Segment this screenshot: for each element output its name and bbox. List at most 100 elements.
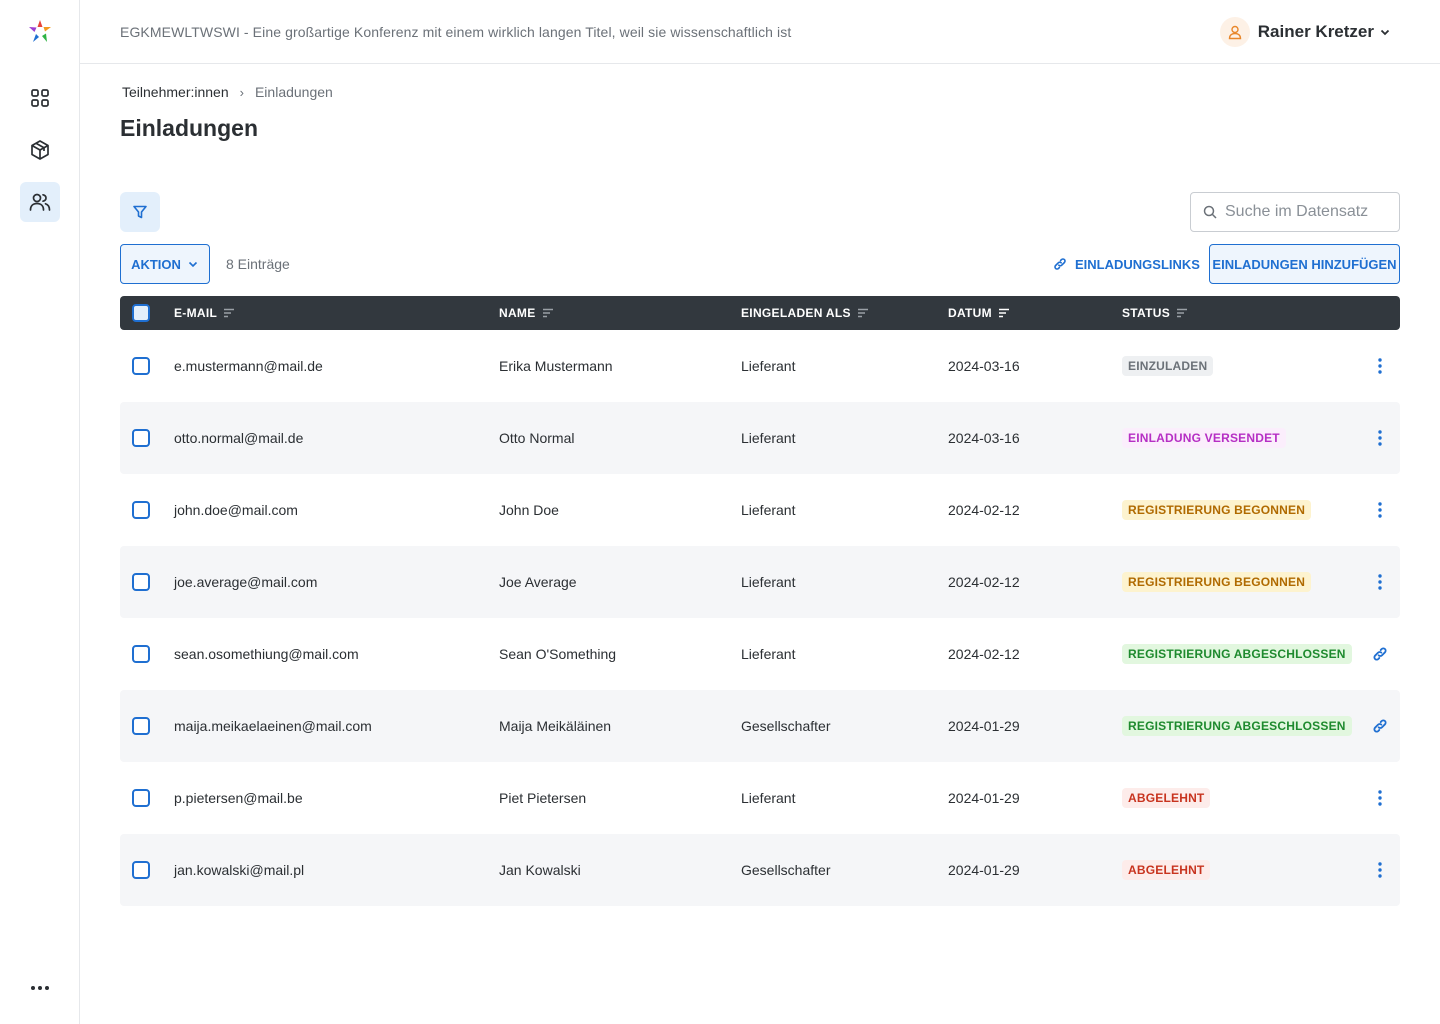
row-more-button[interactable] xyxy=(1368,426,1392,450)
select-all-checkbox[interactable] xyxy=(132,304,150,322)
cell-email: maija.meikaelaeinen@mail.com xyxy=(174,718,372,734)
avatar xyxy=(1219,17,1250,47)
cell-date: 2024-03-16 xyxy=(948,430,1020,446)
table-row[interactable]: sean.osomethiung@mail.com Sean O'Somethi… xyxy=(120,618,1400,690)
more-horizontal-icon xyxy=(31,986,49,990)
row-link-button[interactable] xyxy=(1368,714,1392,738)
cell-role: Gesellschafter xyxy=(741,862,831,878)
row-more-button[interactable] xyxy=(1368,498,1392,522)
row-checkbox[interactable] xyxy=(132,789,150,807)
status-badge: ABGELEHNT xyxy=(1122,860,1211,880)
package-icon xyxy=(31,140,49,160)
table-header: E-MAIL NAME EINGELADEN ALS DATUM STATUS xyxy=(120,296,1400,330)
cell-name: Otto Normal xyxy=(499,430,575,446)
table-row[interactable]: joe.average@mail.com Joe Average Liefera… xyxy=(120,546,1400,618)
more-vertical-icon xyxy=(1378,502,1382,518)
column-label: EINGELADEN ALS xyxy=(741,306,851,320)
row-checkbox[interactable] xyxy=(132,645,150,663)
cell-status: EINZULADEN xyxy=(1122,330,1214,402)
row-link-button[interactable] xyxy=(1368,642,1392,666)
nav-packages[interactable] xyxy=(20,130,60,170)
column-label: NAME xyxy=(499,306,536,320)
table-row[interactable]: maija.meikaelaeinen@mail.com Maija Meikä… xyxy=(120,690,1400,762)
chevron-down-icon xyxy=(188,261,197,268)
cell-name: Jan Kowalski xyxy=(499,862,581,878)
cell-email: p.pietersen@mail.be xyxy=(174,790,303,806)
table-row[interactable]: otto.normal@mail.de Otto Normal Lieferan… xyxy=(120,402,1400,474)
search-input[interactable] xyxy=(1225,203,1395,221)
table-row[interactable]: jan.kowalski@mail.pl Jan Kowalski Gesell… xyxy=(120,834,1400,906)
row-checkbox[interactable] xyxy=(132,501,150,519)
cell-name: Piet Pietersen xyxy=(499,790,587,806)
column-header-date[interactable]: DATUM xyxy=(948,296,1010,330)
filter-button[interactable] xyxy=(120,192,160,232)
user-menu[interactable]: Rainer Kretzer xyxy=(1219,16,1392,48)
column-header-role[interactable]: EINGELADEN ALS xyxy=(741,296,869,330)
row-checkbox[interactable] xyxy=(132,357,150,375)
table-row[interactable]: e.mustermann@mail.de Erika Mustermann Li… xyxy=(120,330,1400,402)
cell-name: Maija Meikäläinen xyxy=(499,718,612,734)
invitation-links-button[interactable]: EINLADUNGSLINKS xyxy=(1052,244,1200,284)
row-checkbox[interactable] xyxy=(132,429,150,447)
cell-status: ABGELEHNT xyxy=(1122,834,1211,906)
link-icon xyxy=(1373,719,1387,733)
row-more-button[interactable] xyxy=(1368,354,1392,378)
add-invitations-button[interactable]: EINLADUNGEN HINZUFÜGEN xyxy=(1209,244,1400,284)
sort-icon xyxy=(542,308,553,318)
cell-role: Lieferant xyxy=(741,790,796,806)
top-header: EGKMEWLTWSWI - Eine großartige Konferenz… xyxy=(80,0,1440,64)
link-icon xyxy=(1373,647,1387,661)
aktion-dropdown-button[interactable]: AKTION xyxy=(120,244,210,284)
cell-name: Joe Average xyxy=(499,574,577,590)
nav-participants[interactable] xyxy=(20,182,60,222)
cell-email: e.mustermann@mail.de xyxy=(174,358,323,374)
status-badge: REGISTRIERUNG ABGESCHLOSSEN xyxy=(1122,644,1352,664)
cell-name: Sean O'Something xyxy=(499,646,617,662)
column-label: STATUS xyxy=(1122,306,1171,320)
table-row[interactable]: john.doe@mail.com John Doe Lieferant 202… xyxy=(120,474,1400,546)
page-title: Einladungen xyxy=(120,115,258,141)
cell-status: REGISTRIERUNG ABGESCHLOSSEN xyxy=(1122,690,1352,762)
aktion-label: AKTION xyxy=(131,256,181,272)
search-icon xyxy=(1203,205,1217,219)
cell-date: 2024-01-29 xyxy=(948,790,1020,806)
row-more-button[interactable] xyxy=(1368,786,1392,810)
column-label: DATUM xyxy=(948,306,992,320)
cell-status: EINLADUNG VERSENDET xyxy=(1122,402,1286,474)
cell-role: Lieferant xyxy=(741,646,796,662)
cell-role: Lieferant xyxy=(741,574,796,590)
sidebar-more-button[interactable] xyxy=(20,968,60,1008)
entries-count: 8 Einträge xyxy=(226,256,290,272)
nav-dashboard[interactable] xyxy=(20,78,60,118)
cell-role: Lieferant xyxy=(741,358,796,374)
cell-role: Gesellschafter xyxy=(741,718,831,734)
status-badge: REGISTRIERUNG BEGONNEN xyxy=(1122,500,1312,520)
breadcrumb-current: Einladungen xyxy=(254,84,333,100)
cell-date: 2024-02-12 xyxy=(948,646,1020,662)
chevron-down-icon xyxy=(1380,29,1390,36)
cell-name: John Doe xyxy=(499,502,559,518)
cell-email: joe.average@mail.com xyxy=(174,574,318,590)
status-badge: REGISTRIERUNG BEGONNEN xyxy=(1122,572,1312,592)
row-checkbox[interactable] xyxy=(132,573,150,591)
row-more-button[interactable] xyxy=(1368,858,1392,882)
cell-status: ABGELEHNT xyxy=(1122,762,1211,834)
row-more-button[interactable] xyxy=(1368,570,1392,594)
table-row[interactable]: p.pietersen@mail.be Piet Pietersen Liefe… xyxy=(120,762,1400,834)
filter-icon xyxy=(133,205,147,219)
user-name: Rainer Kretzer xyxy=(1257,22,1374,41)
more-vertical-icon xyxy=(1378,358,1382,374)
column-header-status[interactable]: STATUS xyxy=(1122,296,1188,330)
users-icon xyxy=(29,193,51,211)
status-badge: ABGELEHNT xyxy=(1122,788,1211,808)
invitations-table: E-MAIL NAME EINGELADEN ALS DATUM STATUS … xyxy=(120,296,1400,906)
row-checkbox[interactable] xyxy=(132,861,150,879)
cell-date: 2024-01-29 xyxy=(948,862,1020,878)
breadcrumb-participants[interactable]: Teilnehmer:innen xyxy=(122,84,229,100)
app-logo-icon[interactable] xyxy=(26,18,54,46)
column-header-email[interactable]: E-MAIL xyxy=(174,296,235,330)
link-icon xyxy=(1054,258,1066,270)
column-header-name[interactable]: NAME xyxy=(499,296,554,330)
row-checkbox[interactable] xyxy=(132,717,150,735)
sidebar xyxy=(0,0,80,1024)
